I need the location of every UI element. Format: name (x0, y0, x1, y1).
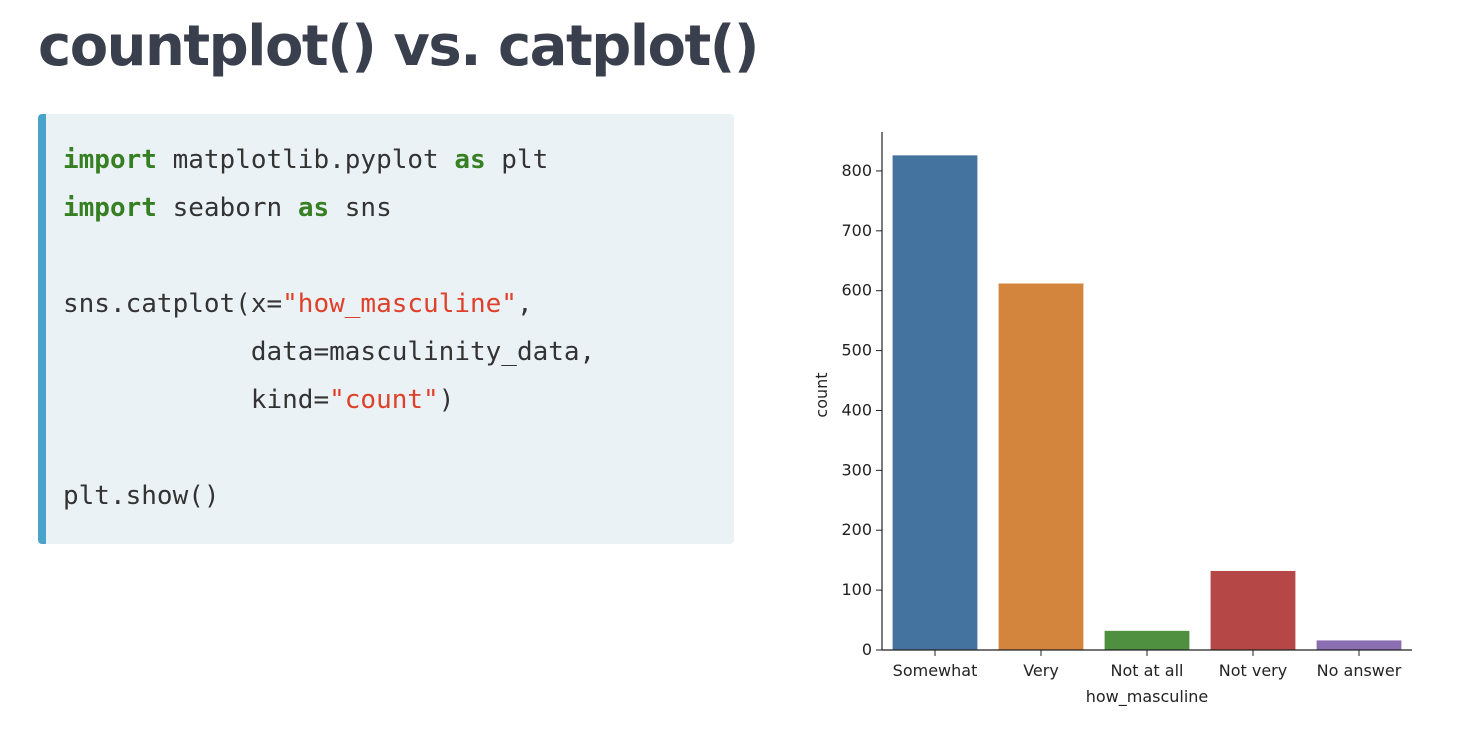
code-keyword: as (454, 145, 486, 175)
x-tick-label: Somewhat (893, 661, 978, 680)
code-line (63, 232, 734, 280)
code-line: kind="count") (63, 376, 734, 424)
code-keyword: import (63, 193, 157, 223)
code-line (63, 424, 734, 472)
bar-no-answer (1316, 640, 1402, 650)
y-tick-label: 700 (841, 221, 872, 240)
code-string: "count" (329, 385, 439, 415)
x-tick-label: Very (1023, 661, 1059, 680)
code-token: kind= (63, 385, 330, 415)
code-line: sns.catplot(x="how_masculine", (63, 280, 734, 328)
code-block: import matplotlib.pyplot as plt import se… (38, 114, 734, 544)
x-tick-label: Not very (1219, 661, 1287, 680)
code-token: plt.show() (63, 481, 220, 511)
code-keyword: import (63, 145, 157, 175)
code-line: plt.show() (63, 472, 734, 520)
code-token: ) (438, 385, 455, 415)
code-line: import seaborn as sns (63, 184, 734, 232)
code-string: "how_masculine" (282, 289, 517, 319)
y-tick-label: 200 (841, 520, 872, 539)
y-tick-label: 800 (841, 161, 872, 180)
code-keyword: as (297, 193, 330, 223)
bar-not-very (1210, 570, 1296, 650)
slide-title: countplot() vs. catplot() (38, 14, 759, 79)
count-bar-chart: 0 100 200 300 400 500 600 700 800 Somewhat Very Not… (790, 110, 1430, 720)
x-axis-label: how_masculine (1086, 687, 1209, 707)
code-token: sns (329, 193, 392, 223)
code-token: seaborn (156, 193, 298, 223)
x-tick-label: No answer (1317, 661, 1402, 680)
y-tick-label: 500 (841, 341, 872, 360)
code-line: data=masculinity_data, (63, 328, 734, 376)
y-axis-label: count (812, 372, 831, 417)
x-tick-label: Not at all (1111, 661, 1184, 680)
y-tick-label: 100 (841, 580, 872, 599)
y-tick-label: 400 (841, 400, 872, 419)
code-token: data=masculinity_data, (63, 337, 596, 367)
y-tick-label: 600 (841, 281, 872, 300)
code-token: matplotlib.pyplot (156, 145, 455, 175)
chart-svg: 0 100 200 300 400 500 600 700 800 Somewhat Very Not… (812, 132, 1412, 707)
y-tick-label: 300 (841, 460, 872, 479)
code-line: import matplotlib.pyplot as plt (63, 136, 734, 184)
code-lines: import matplotlib.pyplot as plt import se… (63, 136, 734, 520)
bar-somewhat (892, 155, 978, 650)
code-token: , (516, 289, 533, 319)
code-token: plt (485, 145, 549, 175)
bar-not-at-all (1104, 630, 1190, 650)
bar-very (998, 283, 1084, 650)
code-token: sns.catplot(x= (63, 289, 283, 319)
y-tick-label: 0 (862, 640, 872, 659)
